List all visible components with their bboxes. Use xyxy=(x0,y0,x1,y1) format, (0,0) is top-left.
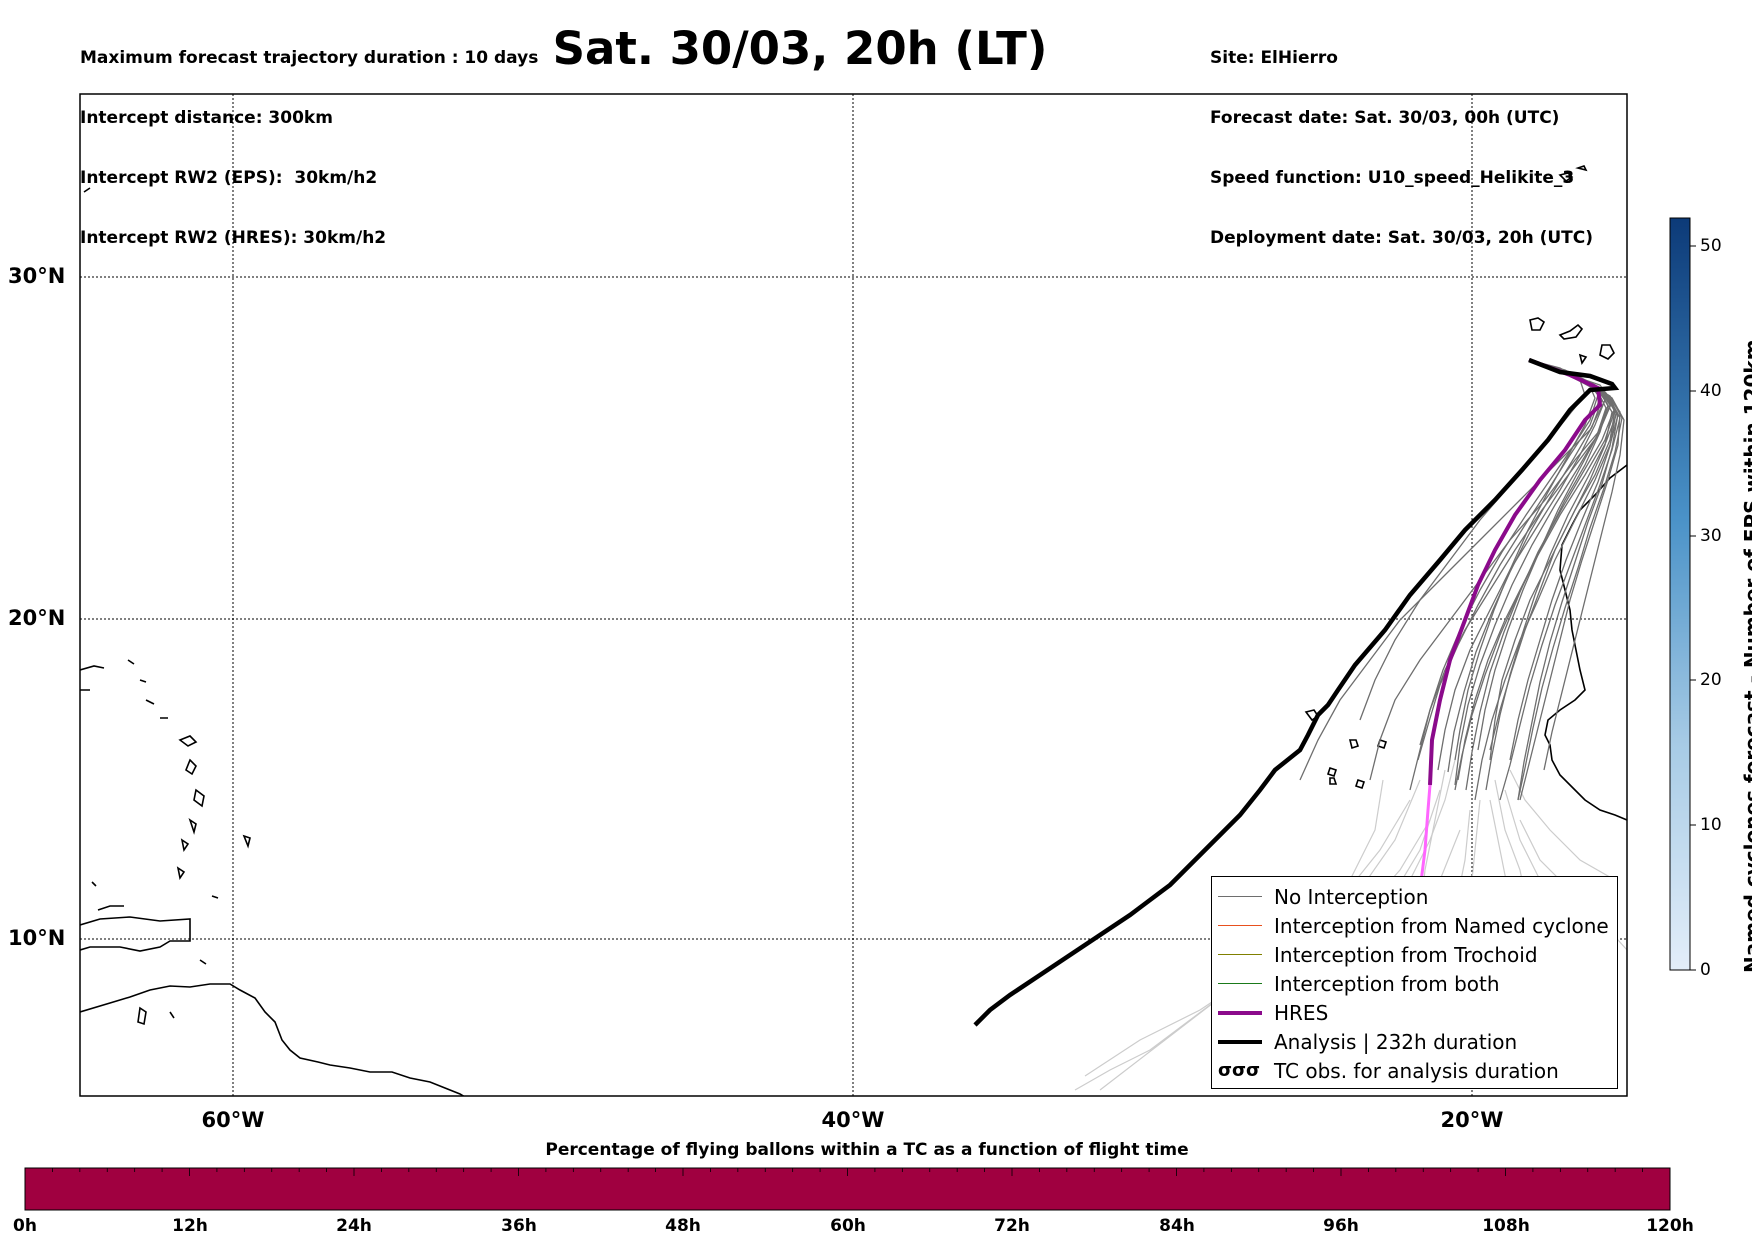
ensemble-track xyxy=(1517,359,1623,801)
cyclone-colorbar xyxy=(1669,217,1691,971)
flight-time-tick: 0h xyxy=(13,1216,37,1236)
lon-label: 20°W xyxy=(1440,1108,1504,1132)
flight-time-tick: 36h xyxy=(501,1216,537,1236)
legend-label: Analysis | 232h duration xyxy=(1274,1030,1518,1054)
colorbar-ticks xyxy=(1690,245,1696,971)
ensemble-track xyxy=(1465,359,1615,791)
ensemble-track xyxy=(1509,769,1616,881)
info-line: Intercept distance: 300km xyxy=(80,108,333,128)
lon-label: 60°W xyxy=(201,1108,265,1132)
flight-time-tick: 60h xyxy=(830,1216,866,1236)
map-frame xyxy=(79,93,1628,1097)
colorbar-tick-label: 30 xyxy=(1700,526,1722,546)
legend-line-swatch xyxy=(1218,925,1262,927)
coastlines xyxy=(80,165,1627,1096)
legend-label: No Interception xyxy=(1274,885,1429,909)
ensemble-track xyxy=(1517,359,1619,801)
cape-verde-islands xyxy=(1304,709,1388,790)
legend-label: Interception from Named cyclone xyxy=(1274,914,1609,938)
info-line: Intercept RW2 (HRES): 30km/h2 xyxy=(80,228,387,248)
map-legend: No Interception Interception from Named c… xyxy=(1211,876,1618,1089)
legend-label: HRES xyxy=(1274,1001,1329,1025)
lon-label: 40°W xyxy=(821,1108,885,1132)
info-line: Intercept RW2 (EPS): 30km/h2 xyxy=(80,168,378,188)
south-america-coast xyxy=(80,983,465,1096)
legend-label: Interception from both xyxy=(1274,972,1500,996)
legend-label: TC obs. for analysis duration xyxy=(1274,1059,1559,1083)
info-line: Forecast date: Sat. 30/03, 00h (UTC) xyxy=(1210,108,1560,128)
flight-time-tick: 72h xyxy=(994,1216,1030,1236)
lat-label: 30°N xyxy=(8,264,66,288)
bottom-colorbar-ticks xyxy=(24,1168,1671,1176)
legend-item: HRES xyxy=(1212,1001,1617,1025)
flight-time-tick: 96h xyxy=(1323,1216,1359,1236)
legend-item: Interception from Named cyclone xyxy=(1212,914,1617,938)
info-line: Deployment date: Sat. 30/03, 20h (UTC) xyxy=(1210,228,1594,248)
legend-line-swatch xyxy=(1218,1040,1262,1044)
flight-time-tick: 108h xyxy=(1482,1216,1530,1236)
ensemble-track xyxy=(1485,359,1618,791)
madeira-islands xyxy=(1558,165,1588,183)
canary-islands xyxy=(1529,317,1615,365)
ensemble-track xyxy=(1528,359,1625,771)
colorbar-tick-label: 0 xyxy=(1700,960,1711,980)
legend-line-swatch xyxy=(1218,1011,1262,1015)
legend-item: Analysis | 232h duration xyxy=(1212,1030,1617,1054)
info-line: Maximum forecast trajectory duration : 1… xyxy=(80,48,539,68)
flight-time-colorbar-title: Percentage of flying ballons within a TC… xyxy=(545,1140,1189,1160)
legend-label: Interception from Trochoid xyxy=(1274,943,1538,967)
colorbar-tick-label: 40 xyxy=(1700,381,1722,401)
flight-time-tick: 84h xyxy=(1159,1216,1195,1236)
hres-track xyxy=(1428,358,1603,786)
legend-line-swatch xyxy=(1218,983,1262,985)
run-info-left: Maximum forecast trajectory duration : 1… xyxy=(80,8,538,268)
colorbar-tick-label: 50 xyxy=(1700,236,1722,256)
flight-time-tick: 48h xyxy=(665,1216,701,1236)
lat-label: 10°N xyxy=(8,926,66,950)
caribbean-islands xyxy=(80,187,251,1026)
lat-label: 20°N xyxy=(8,606,66,630)
map-title: Sat. 30/03, 20h (LT) xyxy=(552,22,1048,75)
legend-symbol: σσσ xyxy=(1218,1060,1261,1081)
legend-item: Interception from both xyxy=(1212,972,1617,996)
flight-time-tick: 120h xyxy=(1646,1216,1694,1236)
colorbar-tick-label: 10 xyxy=(1700,815,1722,835)
colorbar-tick-label: 20 xyxy=(1700,670,1722,690)
legend-line-swatch xyxy=(1218,954,1262,956)
info-line: Speed function: U10_speed_Helikite_3 xyxy=(1210,168,1575,188)
ensemble-tracks xyxy=(1299,359,1625,801)
flight-time-tick: 24h xyxy=(336,1216,372,1236)
run-info-right: Site: ElHierro Forecast date: Sat. 30/03… xyxy=(1210,8,1593,268)
info-line: Site: ElHierro xyxy=(1210,48,1338,68)
analysis-track xyxy=(973,357,1620,1027)
legend-item: Interception from Trochoid xyxy=(1212,943,1617,967)
ensemble-track xyxy=(1519,359,1621,801)
legend-item: σσσ TC obs. for analysis duration xyxy=(1212,1059,1617,1083)
legend-item: No Interception xyxy=(1212,885,1617,909)
colorbar-label: Named cyclones forecast - Number of EPS … xyxy=(1740,339,1752,973)
legend-line-swatch xyxy=(1218,896,1262,898)
flight-time-tick: 12h xyxy=(172,1216,208,1236)
